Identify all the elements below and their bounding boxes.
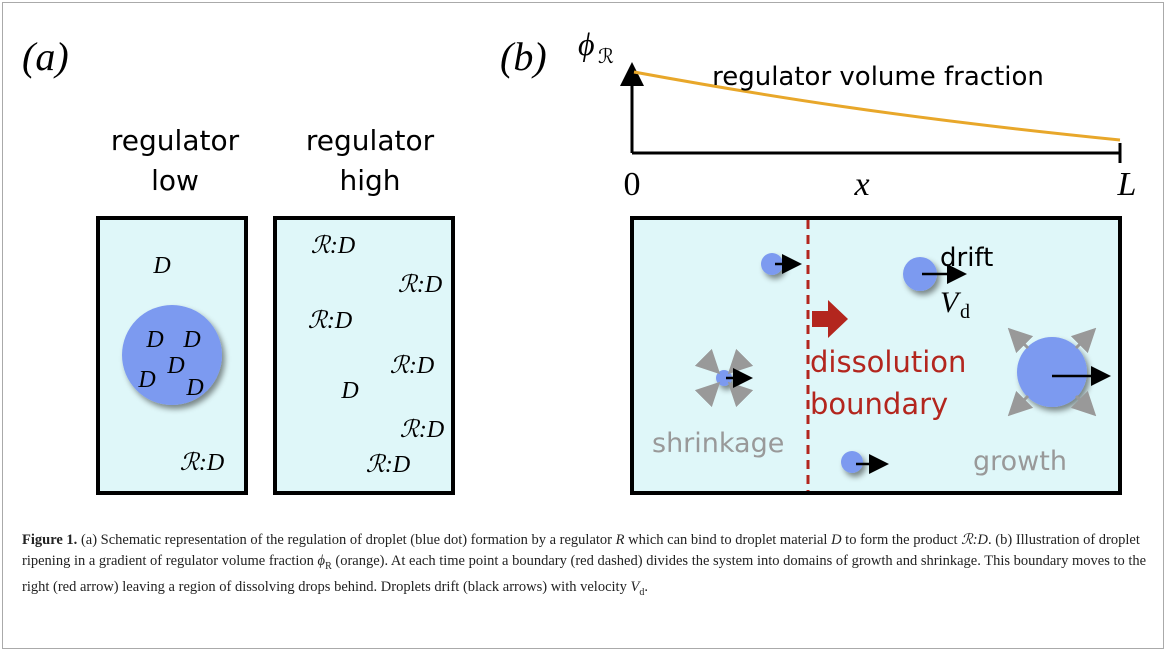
species: ℛ:D	[366, 452, 410, 478]
caption-text: which can bind to droplet material	[624, 532, 832, 548]
caption-text: D	[831, 532, 842, 548]
species: ℛ:D	[311, 233, 355, 259]
caption-text: (a) Schematic representation of the regu…	[77, 532, 616, 548]
species: ℛ:D	[400, 417, 444, 443]
caption-text: (orange). At each time point a boundary …	[22, 553, 1147, 595]
species: D	[137, 367, 155, 393]
grow-arrow	[1070, 390, 1097, 417]
species: D	[152, 253, 170, 279]
species: D	[145, 327, 163, 353]
species: ℛ:D	[180, 450, 224, 476]
regulator-curve	[633, 70, 1121, 142]
shrinkage-label: shrinkage	[652, 428, 784, 459]
x-start: 0	[624, 166, 641, 203]
caption: Figure 1. (a) Schematic representation o…	[22, 530, 1147, 603]
grow-arrow	[1070, 327, 1097, 354]
caption-text: R	[615, 532, 625, 548]
boundary-label: dissolution	[810, 345, 966, 379]
species: ℛ:D	[390, 353, 434, 379]
caption-text: V	[630, 578, 640, 595]
heading: low	[151, 164, 199, 197]
species: D	[166, 353, 184, 379]
grow-arrow	[1007, 327, 1034, 354]
growth-label: growth	[973, 446, 1067, 477]
x-label: x	[853, 166, 869, 203]
species: ℛ:D	[398, 272, 442, 298]
panel-label: (a)	[22, 34, 69, 79]
heading: high	[339, 164, 400, 197]
shrink-arrow	[727, 381, 754, 408]
box-high	[273, 216, 455, 495]
caption-text: to form the product	[841, 532, 962, 548]
x-end: L	[1117, 166, 1137, 203]
grow-arrow	[1007, 390, 1034, 417]
panel-label: (b)	[500, 34, 547, 79]
y-axis-symbol: ϕ	[578, 26, 595, 62]
caption-text: ℛ:D	[961, 532, 989, 548]
boundary-label: boundary	[810, 387, 948, 421]
droplet	[122, 305, 222, 405]
caption-label: Figure 1.	[22, 532, 78, 548]
species: D	[340, 378, 358, 404]
heading: regulator	[111, 124, 240, 157]
droplet	[761, 253, 783, 275]
species: ℛ:D	[308, 308, 352, 334]
droplet	[1017, 337, 1087, 407]
velocity-symbol: V	[940, 286, 962, 319]
caption-text: .	[644, 578, 648, 595]
drift-label: drift	[940, 243, 993, 273]
boundary-arrow	[812, 300, 848, 338]
species: D	[185, 375, 203, 401]
droplet	[841, 451, 863, 473]
shrink-arrow	[694, 381, 721, 408]
caption-text: . (b) Illustration of droplet ripening i…	[22, 532, 1140, 569]
species: D	[182, 327, 200, 353]
heading: regulator	[306, 124, 435, 157]
droplet	[903, 257, 937, 291]
caption-text: R	[325, 560, 332, 572]
y-axis-sub: ℛ	[598, 46, 614, 68]
velocity-sub: d	[960, 301, 970, 323]
curve-label: regulator volume fraction	[712, 62, 1044, 92]
shrink-arrow	[694, 348, 721, 375]
caption-text: ϕ	[317, 553, 326, 569]
caption-text: d	[639, 586, 645, 598]
